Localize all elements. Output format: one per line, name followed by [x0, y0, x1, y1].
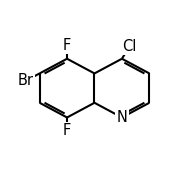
Text: F: F: [63, 38, 71, 53]
Text: Cl: Cl: [122, 39, 137, 54]
Text: F: F: [63, 123, 71, 138]
Text: Br: Br: [18, 73, 34, 88]
Text: N: N: [117, 110, 127, 125]
